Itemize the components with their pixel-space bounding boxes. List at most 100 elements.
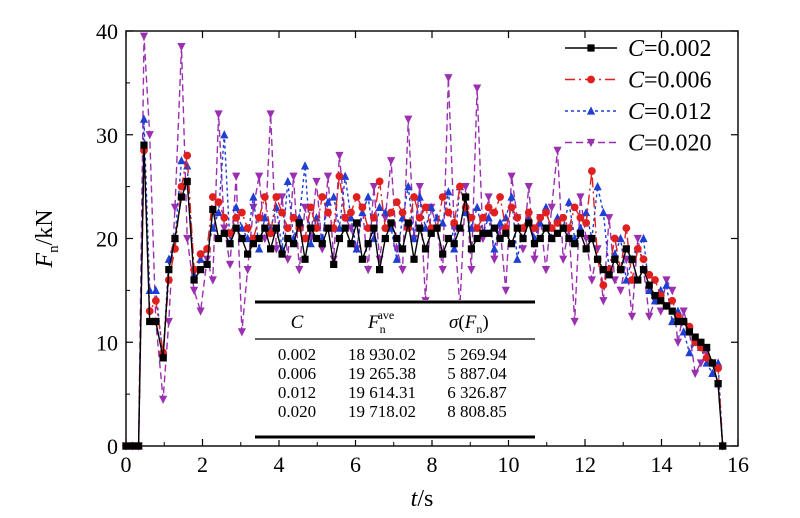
data-point: [159, 354, 167, 362]
data-point: [513, 254, 522, 263]
data-point: [208, 276, 217, 285]
data-point: [570, 203, 579, 212]
data-point: [564, 197, 574, 206]
data-point: [456, 182, 464, 191]
data-point: [139, 114, 149, 123]
data-point: [272, 245, 281, 254]
data-point: [416, 224, 424, 232]
data-point: [152, 317, 160, 326]
data-point: [645, 285, 654, 294]
series-layer: [121, 32, 727, 451]
table-background: [255, 300, 535, 440]
data-point: [553, 213, 562, 222]
data-point: [318, 245, 327, 254]
x-tick-label: 12: [574, 452, 596, 477]
data-point: [421, 245, 430, 253]
data-point: [507, 203, 516, 212]
data-point: [484, 203, 493, 212]
data-point: [484, 213, 493, 222]
data-point: [410, 255, 418, 263]
data-point: [599, 281, 608, 290]
data-point: [530, 233, 539, 243]
data-point: [622, 245, 630, 253]
data-point: [679, 307, 688, 316]
table-cell: 19 265.38: [348, 364, 416, 383]
data-point: [679, 327, 688, 336]
data-point: [673, 306, 683, 315]
legend-marker: [586, 138, 596, 148]
data-point: [341, 213, 350, 222]
y-tick-label: 10: [96, 330, 118, 355]
data-point: [696, 359, 705, 368]
data-point: [409, 233, 419, 243]
data-point: [714, 364, 723, 373]
data-point: [559, 224, 567, 232]
data-point: [542, 208, 550, 217]
data-point: [369, 183, 378, 192]
legend-marker: [587, 75, 595, 84]
data-point: [278, 208, 286, 217]
data-point: [196, 307, 205, 316]
data-point: [190, 265, 198, 274]
data-point: [295, 219, 303, 227]
data-point: [346, 213, 356, 222]
data-point: [232, 213, 241, 222]
y-tick-label: 30: [96, 123, 118, 148]
data-point: [548, 234, 556, 243]
data-point: [438, 218, 447, 227]
data-point: [220, 213, 229, 222]
data-point: [410, 193, 418, 201]
series-line: [126, 119, 724, 447]
data-point: [680, 317, 688, 326]
data-point: [312, 234, 321, 243]
data-point: [673, 338, 683, 347]
data-point: [145, 285, 154, 294]
data-point: [335, 234, 344, 243]
table-header: σ(Fn): [449, 312, 489, 336]
data-point: [714, 358, 723, 367]
x-tick-label: 6: [350, 452, 361, 477]
data-point: [519, 234, 527, 243]
data-point: [306, 203, 315, 212]
data-point: [610, 276, 619, 285]
legend-label: C=0.012: [628, 99, 712, 125]
data-point: [657, 297, 665, 305]
data-point: [662, 302, 671, 310]
data-point: [651, 291, 659, 300]
data-point: [255, 213, 264, 222]
data-point: [582, 245, 590, 253]
data-point: [518, 245, 528, 254]
data-point: [524, 183, 533, 192]
legend-marker: [587, 44, 595, 52]
x-axis-title: t/s: [411, 486, 434, 512]
data-point: [289, 213, 298, 222]
data-point: [456, 224, 464, 232]
data-point: [266, 245, 275, 253]
data-point: [674, 317, 682, 326]
data-point: [330, 260, 338, 269]
data-point: [358, 207, 367, 217]
data-point: [346, 224, 356, 233]
data-point: [289, 172, 298, 181]
data-point: [261, 224, 269, 232]
data-point: [323, 197, 333, 206]
table-cell: 5 887.04: [447, 364, 507, 383]
data-point: [266, 223, 275, 232]
data-point: [392, 254, 401, 263]
data-point: [364, 224, 373, 233]
table-cell: 8 808.85: [447, 402, 507, 421]
data-point: [444, 234, 453, 243]
data-point: [582, 207, 591, 217]
data-point: [387, 208, 395, 217]
data-point: [611, 255, 619, 263]
data-point: [295, 213, 304, 222]
data-point: [352, 244, 361, 253]
data-point: [177, 42, 186, 52]
data-point: [249, 192, 258, 201]
data-point: [633, 244, 642, 253]
data-point: [243, 224, 252, 233]
data-point: [220, 229, 228, 237]
data-point: [214, 198, 223, 207]
data-point: [610, 234, 619, 243]
data-point: [691, 369, 700, 378]
